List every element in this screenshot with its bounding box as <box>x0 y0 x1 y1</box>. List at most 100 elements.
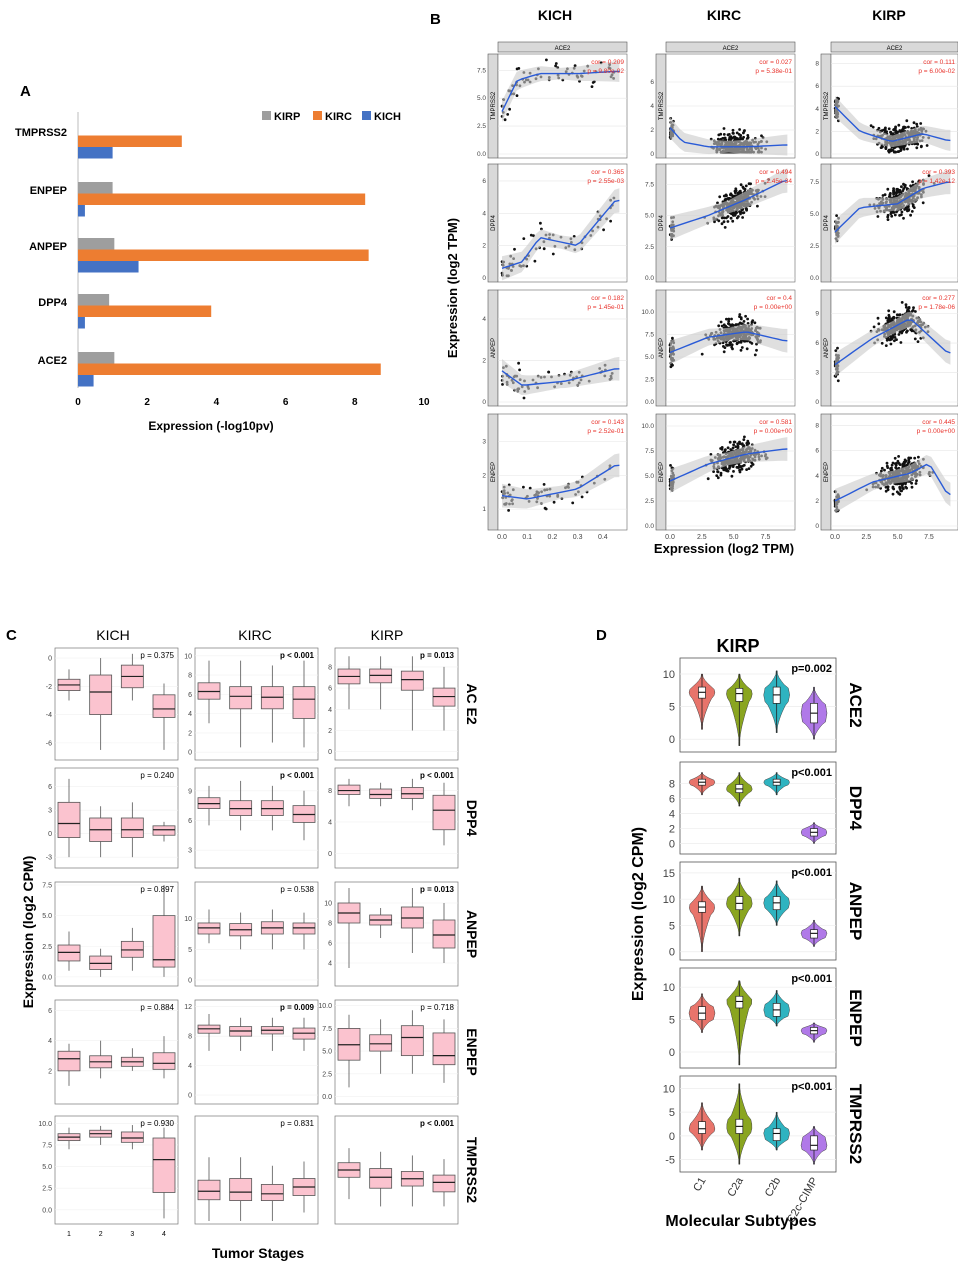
scatter-point <box>835 214 838 218</box>
box <box>152 694 176 718</box>
scatter-point <box>900 301 904 304</box>
scatter-point <box>905 486 908 490</box>
scatter-point <box>503 118 507 122</box>
scatter-point <box>897 333 901 336</box>
box <box>400 787 424 799</box>
panel-c-label: C <box>6 627 17 644</box>
y-tick-label: 8 <box>328 788 332 795</box>
confidence-band <box>835 96 951 152</box>
scatter-point <box>720 222 724 226</box>
box <box>432 919 456 949</box>
y-tick-label: 0 <box>669 839 675 851</box>
scatter-point <box>881 194 885 197</box>
y-tick-label: 2.5 <box>42 944 52 951</box>
scatter-point <box>885 464 889 468</box>
y-tick-label: 0 <box>669 947 675 959</box>
panel-c-boxplot-grid: C KICH KIRC KIRP Expression (log2 CPM) Tumor … <box>6 627 480 1261</box>
scatter-point <box>738 440 741 444</box>
x-axis-title: Expression (-log10pv) <box>148 419 273 433</box>
scatter-point <box>540 227 543 231</box>
y-tick-label: 5.0 <box>477 95 486 102</box>
scatter-point <box>884 316 888 320</box>
scatter-point <box>753 321 757 325</box>
row-label: ENPEP <box>846 989 865 1047</box>
box <box>400 670 424 691</box>
x-tick-label: 7.5 <box>761 534 771 541</box>
scatter-point <box>609 219 612 223</box>
y-tick-label: 10 <box>324 901 332 908</box>
scatter-point <box>515 94 519 97</box>
scatter-point <box>716 137 720 141</box>
scatter-point <box>528 486 532 490</box>
scatter-point <box>744 184 748 188</box>
y-tick-label: 4 <box>669 809 675 821</box>
scatter-point <box>894 150 897 154</box>
facet-side-label: ENPEP <box>659 462 665 482</box>
scatter-point <box>884 344 888 347</box>
scatter-point <box>898 492 902 496</box>
bar-kirp <box>78 238 115 250</box>
y-tick-label: 0 <box>188 977 192 984</box>
column-title: KIRC <box>707 7 741 23</box>
scatter-point <box>751 319 755 322</box>
scatter-point <box>885 130 888 134</box>
p-value-label: p = 0.897 <box>140 885 174 894</box>
facet-strip <box>497 41 628 53</box>
y-tick-label: 9 <box>188 788 192 795</box>
scatter-point <box>737 466 740 469</box>
y-tick-label: 6 <box>328 941 332 948</box>
scatter-point <box>925 144 929 147</box>
chart-title: KIRP <box>716 636 759 656</box>
scatter-point <box>726 446 730 450</box>
y-tick-label: 0.0 <box>42 1207 52 1214</box>
y-tick-label: 9 <box>815 311 819 318</box>
scatter-point <box>712 470 715 473</box>
scatter-point <box>733 440 737 444</box>
scatter-point <box>727 319 731 323</box>
p-value-label: p = 0.013 <box>420 885 455 894</box>
y-tick-label: 12 <box>184 1004 192 1011</box>
scatter-point <box>901 464 905 468</box>
facet-side-label: DPP4 <box>659 215 665 231</box>
scatter-point <box>907 125 910 129</box>
scatter-point <box>880 469 883 473</box>
scatter-point <box>740 467 744 471</box>
y-tick-label: 0 <box>188 750 192 757</box>
scatter-point <box>886 319 890 323</box>
scatter-point <box>902 145 906 149</box>
y-tick-label: 8 <box>815 423 819 430</box>
y-tick-label: 2 <box>188 730 192 737</box>
scatter-point <box>736 192 740 196</box>
scatter-point <box>893 339 896 343</box>
scatter-point <box>725 317 728 321</box>
scatter-point <box>736 442 740 446</box>
box <box>292 922 316 935</box>
scatter-point <box>730 343 734 347</box>
scatter-point <box>745 468 748 471</box>
box <box>369 788 393 799</box>
scatter-point <box>891 486 895 490</box>
facet-side-label: TMPRSS2 <box>659 91 665 120</box>
scatter-point <box>728 440 732 444</box>
scatter-point <box>732 213 736 217</box>
scatter-point <box>880 466 884 470</box>
scatter-point <box>890 318 894 321</box>
scatter-point <box>889 342 893 346</box>
fit-line <box>834 319 951 366</box>
scatter-point <box>836 346 839 350</box>
scatter-point <box>906 329 909 333</box>
scatter-point <box>573 64 577 68</box>
facet-side-label: DPP4 <box>491 215 497 231</box>
box <box>152 1137 176 1193</box>
y-tick-label: 7.5 <box>42 883 52 890</box>
facet-side-label: DPP4 <box>824 215 830 231</box>
y-tick-label: 4 <box>815 106 819 113</box>
scatter-point <box>730 317 733 321</box>
p-value-label: p = 0.013 <box>420 651 455 660</box>
p-value-label: p = 0.930 <box>140 1119 174 1128</box>
box <box>260 1184 284 1201</box>
box <box>152 915 176 968</box>
scatter-point <box>725 216 728 220</box>
y-tick-label: 6 <box>188 818 192 825</box>
